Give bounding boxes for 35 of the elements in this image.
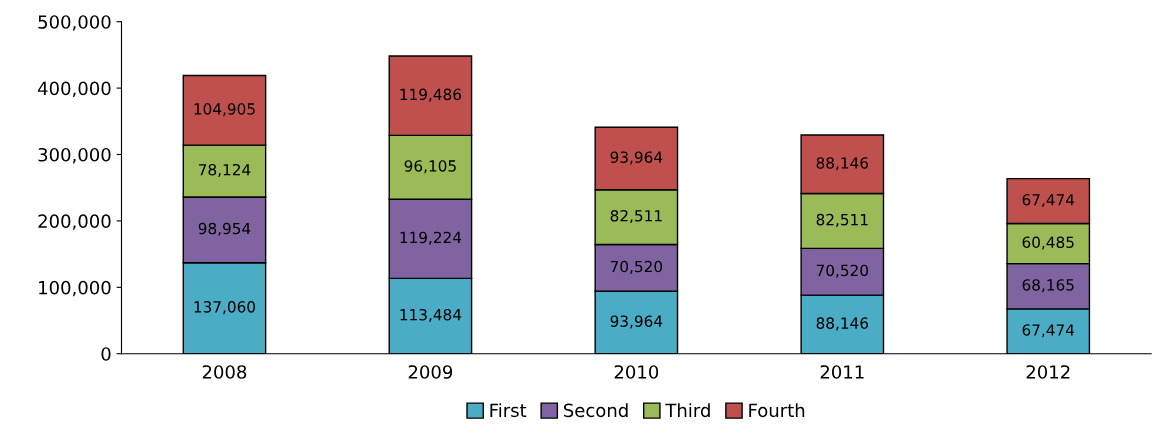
data-label: 113,484: [400, 308, 462, 323]
legend-label: Fourth: [749, 403, 805, 418]
data-label: 70,520: [816, 264, 869, 278]
data-label: 82,511: [610, 209, 662, 224]
data-label: 137,060: [194, 301, 256, 315]
x-tick-label: 2012: [1026, 365, 1070, 379]
data-label: 119,486: [400, 88, 462, 102]
data-label: 67,474: [1022, 193, 1075, 208]
x-tick-label: 2009: [408, 365, 453, 379]
legend-label: First: [490, 403, 527, 418]
data-label: 93,964: [610, 315, 663, 329]
data-label: 67,474: [1022, 324, 1075, 338]
x-tick-label: 2010: [614, 365, 659, 379]
data-label: 68,165: [1022, 279, 1074, 293]
x-tick-label: 2011: [820, 365, 864, 379]
x-tick-label: 2008: [202, 365, 247, 379]
data-label: 104,905: [194, 103, 255, 117]
data-label: 96,105: [404, 160, 456, 174]
data-label: 60,485: [1022, 236, 1074, 250]
data-label: 82,511: [816, 213, 868, 227]
data-label: 88,146: [816, 317, 869, 331]
data-label: 98,954: [198, 222, 251, 236]
legend-label: Third: [665, 403, 710, 418]
y-tick-label: 0: [101, 347, 111, 361]
data-label: 119,224: [400, 231, 462, 245]
data-label: 78,124: [198, 163, 251, 178]
y-tick-label: 500,000: [38, 15, 111, 31]
legend-label: Second: [563, 403, 628, 418]
y-tick-label: 300,000: [38, 147, 111, 164]
data-label: 88,146: [816, 157, 869, 171]
data-label: 70,520: [610, 260, 663, 274]
y-tick-label: 200,000: [38, 214, 111, 230]
y-tick-label: 400,000: [37, 81, 111, 98]
data-label: 93,964: [610, 151, 663, 165]
y-tick-label: 100,000: [39, 280, 111, 297]
